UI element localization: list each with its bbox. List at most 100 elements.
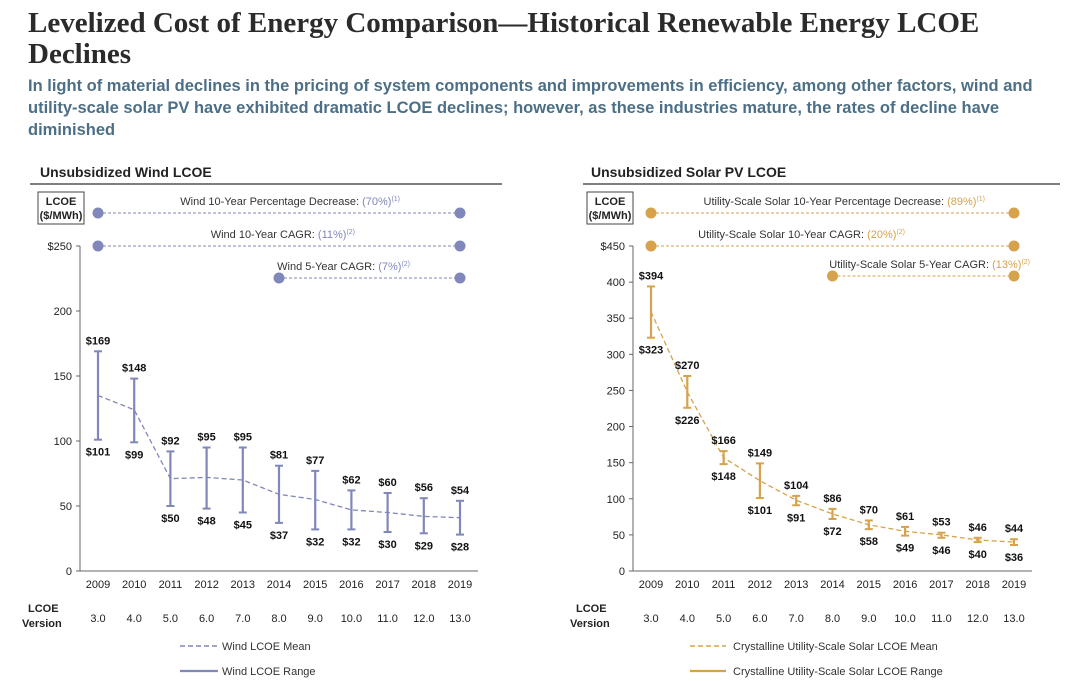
annotation-text: Utility-Scale Solar 5-Year CAGR: (13%)(2… [829, 259, 1030, 271]
low-value-label: $32 [306, 536, 324, 548]
high-value-label: $62 [342, 474, 360, 486]
y-tick-label: 200 [607, 422, 625, 434]
low-value-label: $72 [823, 526, 841, 538]
y-tick-label: 0 [619, 566, 625, 578]
version-label: 7.0 [789, 613, 804, 625]
version-label: 11.0 [377, 613, 398, 625]
annotation-value: (11%) [318, 229, 347, 241]
low-value-label: $58 [860, 536, 878, 548]
high-value-label: $104 [784, 480, 809, 492]
low-value-label: $28 [451, 542, 469, 554]
version-row-label: Version [570, 618, 610, 630]
x-tick-label: 2018 [965, 579, 989, 591]
high-value-label: $149 [748, 447, 772, 459]
annotation-footnote: (2) [896, 229, 905, 236]
version-label: 12.0 [413, 613, 434, 625]
low-value-label: $226 [675, 415, 699, 427]
annotation-value: (7%) [378, 261, 401, 273]
y-axis-unit: ($/MWh) [40, 210, 83, 222]
version-label: 8.0 [271, 613, 286, 625]
x-tick-label: 2009 [639, 579, 663, 591]
x-tick-label: 2012 [748, 579, 772, 591]
annotation-value: (89%) [947, 196, 976, 208]
high-value-label: $166 [711, 435, 735, 447]
y-tick-label: 200 [54, 306, 72, 318]
annotation-start-dot [273, 272, 285, 284]
legend-mean-label: Wind LCOE Mean [222, 641, 311, 653]
annotation-value: (20%) [867, 229, 896, 241]
annotation-start-dot [645, 207, 657, 219]
y-tick-label: 100 [54, 436, 72, 448]
y-tick-label: 50 [613, 530, 625, 542]
annotation-value: (13%) [992, 259, 1021, 271]
low-value-label: $46 [932, 545, 950, 557]
annotation-text: Wind 5-Year CAGR: (7%)(2) [277, 261, 410, 273]
annotation-start-dot [645, 240, 657, 252]
high-value-label: $394 [639, 270, 664, 282]
version-row-label: Version [22, 618, 62, 630]
annotation-footnote: (2) [1021, 259, 1030, 266]
x-tick-label: 2011 [159, 579, 183, 591]
version-label: 10.0 [341, 613, 362, 625]
version-label: 9.0 [861, 613, 876, 625]
x-tick-label: 2014 [267, 579, 291, 591]
x-tick-label: 2010 [675, 579, 699, 591]
high-value-label: $86 [823, 493, 841, 505]
chart-title: Unsubsidized Wind LCOE [40, 164, 212, 180]
x-tick-label: 2018 [412, 579, 436, 591]
annotation-end-dot [1008, 270, 1020, 282]
low-value-label: $323 [639, 345, 663, 357]
x-tick-label: 2015 [303, 579, 327, 591]
low-value-label: $101 [748, 505, 772, 517]
version-label: 6.0 [752, 613, 767, 625]
y-tick-label: 150 [607, 458, 625, 470]
legend-range-label: Wind LCOE Range [222, 666, 316, 678]
annotation-label: Utility-Scale Solar 10-Year CAGR: [698, 229, 867, 241]
high-value-label: $53 [932, 517, 950, 529]
low-value-label: $101 [86, 447, 110, 459]
annotation-value: (70%) [362, 196, 391, 208]
low-value-label: $29 [415, 540, 433, 552]
annotation-footnote: (1) [976, 196, 985, 203]
annotation-label: Utility-Scale Solar 5-Year CAGR: [829, 259, 992, 271]
annotation-footnote: (1) [391, 196, 400, 203]
y-tick-label: 100 [607, 494, 625, 506]
low-value-label: $49 [896, 543, 914, 555]
high-value-label: $54 [451, 485, 470, 497]
y-tick-label: 150 [54, 371, 72, 383]
x-tick-label: 2010 [122, 579, 146, 591]
version-label: 3.0 [643, 613, 658, 625]
x-tick-label: 2013 [784, 579, 808, 591]
annotation-footnote: (2) [346, 229, 355, 236]
annotation-text: Utility-Scale Solar 10-Year CAGR: (20%)(… [698, 229, 905, 241]
high-value-label: $81 [270, 450, 288, 462]
x-tick-label: 2011 [712, 579, 736, 591]
y-tick-label: 50 [60, 501, 72, 513]
low-value-label: $32 [342, 536, 360, 548]
x-tick-label: 2019 [1002, 579, 1026, 591]
y-tick-label: $250 [48, 241, 72, 253]
version-label: 6.0 [199, 613, 214, 625]
annotation-label: Wind 10-Year Percentage Decrease: [180, 196, 362, 208]
y-axis-label: LCOE [595, 196, 626, 208]
version-label: 3.0 [90, 613, 105, 625]
y-tick-label: 0 [66, 566, 72, 578]
annotation-footnote: (2) [401, 261, 410, 268]
low-value-label: $148 [711, 471, 735, 483]
version-label: 11.0 [931, 613, 952, 625]
annotation-label: Wind 10-Year CAGR: [211, 229, 318, 241]
version-label: 12.0 [967, 613, 988, 625]
version-label: 10.0 [894, 613, 915, 625]
version-label: 5.0 [163, 613, 178, 625]
annotation-end-dot [1008, 240, 1020, 252]
version-row-label: LCOE [576, 603, 607, 615]
low-value-label: $36 [1005, 552, 1023, 564]
x-tick-label: 2012 [194, 579, 218, 591]
high-value-label: $148 [122, 363, 146, 375]
version-label: 8.0 [825, 613, 840, 625]
high-value-label: $95 [234, 432, 252, 444]
unit-box [586, 191, 634, 225]
x-tick-label: 2014 [820, 579, 844, 591]
high-value-label: $270 [675, 360, 699, 372]
annotation-end-dot [454, 240, 466, 252]
